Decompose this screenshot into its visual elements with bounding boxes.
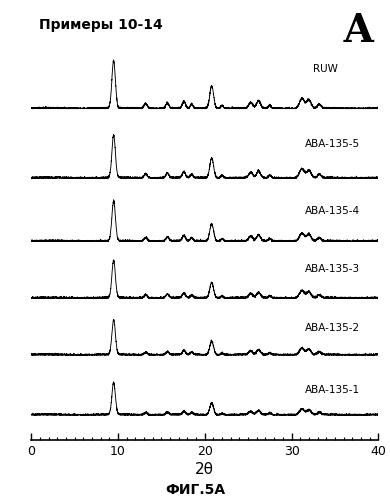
Text: А: А — [343, 12, 374, 51]
Text: Примеры 10-14: Примеры 10-14 — [39, 18, 163, 32]
Text: ABA-135-1: ABA-135-1 — [305, 384, 360, 394]
Text: ABA-135-5: ABA-135-5 — [305, 140, 360, 149]
Text: RUW: RUW — [313, 64, 338, 74]
Text: ФИГ.5А: ФИГ.5А — [165, 484, 225, 498]
X-axis label: 2θ: 2θ — [195, 462, 214, 477]
Text: ABA-135-3: ABA-135-3 — [305, 264, 360, 274]
Text: ABA-135-4: ABA-135-4 — [305, 206, 360, 216]
Text: ABA-135-2: ABA-135-2 — [305, 322, 360, 332]
